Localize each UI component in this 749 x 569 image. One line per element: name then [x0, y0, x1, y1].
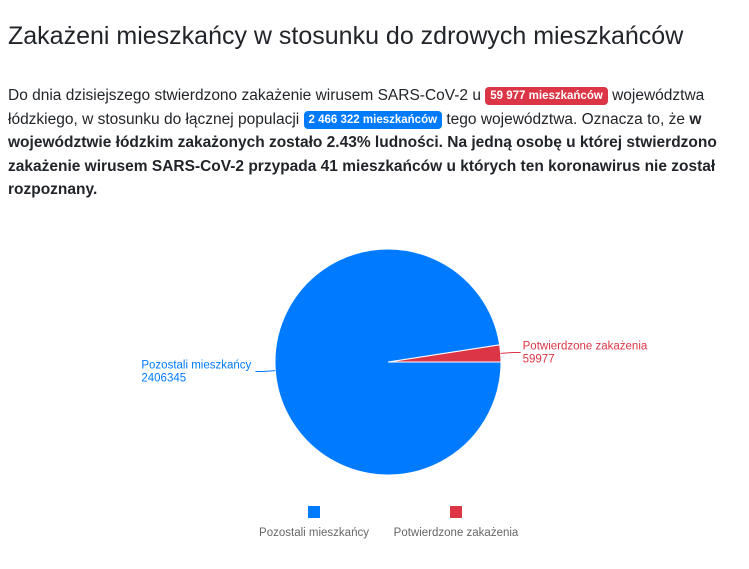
- pie-slice-pozostali[interactable]: [274, 248, 502, 476]
- slice-label-pozostali: Pozostali mieszkańcy: [141, 360, 251, 372]
- summary-text-2: województwa łódzkiego, w stosunku do łąc…: [8, 87, 705, 128]
- population-badge: 2 466 322 mieszkańców: [303, 110, 443, 129]
- summary-paragraph: Do dnia dzisiejszego stwierdzono zakażen…: [8, 84, 736, 202]
- legend-label-pozostali[interactable]: Pozostali mieszkańcy: [259, 527, 369, 539]
- slice-label-potwierdzone: Potwierdzone zakażenia: [523, 340, 648, 352]
- summary-text-1: Do dnia dzisiejszego stwierdzono zakażen…: [8, 87, 486, 104]
- leader-line-pozostali: [255, 370, 276, 373]
- legend-swatch-potwierdzone[interactable]: [450, 506, 462, 518]
- leader-line-potwierdzone: [500, 351, 521, 354]
- pie-chart: Pozostali mieszkańcy2406345Potwierdzone …: [141, 248, 648, 539]
- infected-count-badge: 59 977 mieszkańców: [485, 87, 608, 105]
- slice-value-potwierdzone: 59977: [523, 353, 555, 365]
- legend-label-potwierdzone[interactable]: Potwierdzone zakażenia: [394, 527, 519, 539]
- summary-text-3: tego województwa. Oznacza to, że: [442, 110, 690, 128]
- slice-value-pozostali: 2406345: [141, 373, 186, 385]
- legend-swatch-pozostali[interactable]: [308, 506, 320, 518]
- summary-bold-text: w województwie łódzkim zakażonych został…: [8, 110, 717, 199]
- page-title: Zakażeni mieszkańcy w stosunku do zdrowy…: [8, 22, 684, 50]
